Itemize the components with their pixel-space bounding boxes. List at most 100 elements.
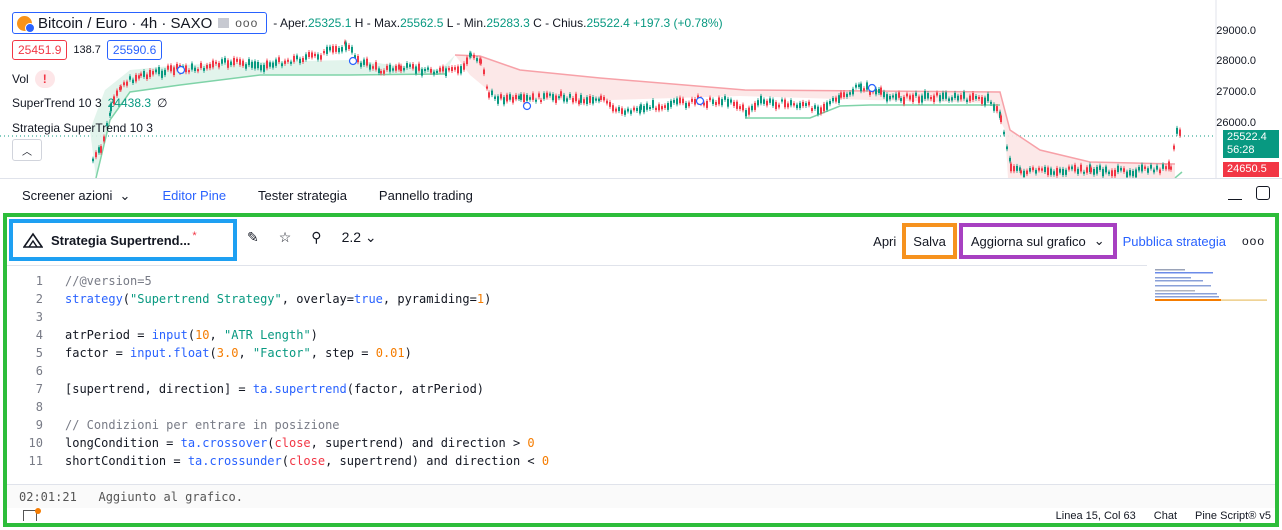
code-line[interactable]: 11 shortCondition = ta.crossunder(close, … [28,454,550,468]
candle-body [400,65,402,72]
candle-body [335,46,337,52]
buy-price-button[interactable]: 25590.6 [106,40,163,60]
candle-body [817,106,819,115]
candle-body [543,93,545,99]
candle-body [1071,166,1073,170]
candle-body [203,67,205,71]
cursor-position[interactable]: Linea 15, Col 63 [1055,510,1136,522]
candle-body [100,146,102,153]
code-line[interactable]: 10 longCondition = ta.crossover(close, su… [28,436,535,450]
candle-body [552,94,554,101]
publish-strategy-button[interactable]: Pubblica strategia [1122,233,1226,249]
candle-body [580,94,582,103]
candle-body [406,63,408,68]
code-line[interactable]: 6 [35,364,43,378]
candle-body [218,62,220,68]
version-selector[interactable]: 2.2 ⌄ [341,229,377,245]
maximize-icon[interactable] [1256,186,1270,200]
candlestick-chart-canvas[interactable] [0,0,1282,178]
supertrend-legend[interactable]: SuperTrend 10 3 24438.3 ∅ [12,96,167,110]
language-indicator[interactable]: Pine Script® v5 [1195,510,1271,522]
candle-body [1050,168,1052,175]
candle-body [110,103,112,112]
tab-trading-panel[interactable]: Pannello trading [378,188,473,203]
candle-body [889,95,891,100]
tab-strategy-tester[interactable]: Tester strategia [258,188,347,203]
candle-body [778,104,780,108]
candle-body [739,106,741,110]
candle-body [751,105,753,111]
candle-body [1090,167,1092,173]
candle-body [942,92,944,100]
candle-body [439,67,441,72]
candle-body [1105,166,1107,173]
code-line[interactable]: 8 [35,400,43,414]
candle-body [242,60,244,66]
chevron-down-icon[interactable]: ⌄ [1093,233,1105,248]
candle-body [509,94,511,100]
notification-dot-icon [35,508,41,514]
candle-body [363,59,365,65]
candle-body [688,102,690,107]
symbol-selector[interactable]: Bitcoin / Euro · 4h · SAXO ooo [12,12,268,34]
code-line[interactable]: 4 atrPeriod = input(10, "ATR Length") [35,328,318,342]
pencil-icon[interactable]: ✎ [247,229,259,245]
candle-body [636,107,638,112]
candle-body [395,65,397,71]
candle-body [445,68,447,77]
code-editor[interactable]: 1//@version=5 2 strategy("Supertrend Stra… [7,265,1147,485]
candle-body [1068,166,1070,170]
code-line[interactable]: 9// Condizioni per entrare in posizione [35,418,340,432]
strategy-legend[interactable]: Strategia SuperTrend 10 3 [12,121,153,135]
candle-body [930,97,932,100]
candle-body [430,68,432,73]
code-line[interactable]: 2 strategy("Supertrend Strategy", overlay… [35,292,492,306]
save-button[interactable]: Salva [902,223,957,259]
candle-body [372,66,374,69]
code-line[interactable]: 1//@version=5 [35,274,152,288]
last-price: 25522.4 [1227,131,1267,143]
collapse-legend-button[interactable]: ︿ [12,139,42,161]
candle-body [230,61,232,66]
supertrend-price-tag: 24650.5 [1223,162,1279,177]
tab-pine-editor[interactable]: Editor Pine [162,188,227,203]
open-button[interactable]: Apri [873,233,897,249]
volume-legend[interactable]: Vol ! [12,70,55,88]
candle-body [730,99,732,103]
candle-body [715,101,717,106]
candle-body [1147,168,1149,173]
candle-body [538,93,540,98]
code-line[interactable]: 5 factor = input.float(3.0, "Factor", ste… [35,346,412,360]
flag-icon[interactable] [218,18,230,28]
candle-body [945,92,947,99]
warning-icon[interactable]: ! [34,70,55,88]
chat-button[interactable]: Chat [1153,510,1178,522]
candle-body [658,104,660,111]
candle-body [1038,167,1040,171]
tab-screener[interactable]: Screener azioni ⌄ [22,187,131,203]
search-icon[interactable]: ⚲ [311,229,322,245]
update-on-chart-button[interactable]: Aggiorna sul grafico ⌄ [958,223,1117,259]
candle-body [727,98,729,107]
candle-body [1010,163,1012,172]
more-options-icon[interactable]: ooo [1241,234,1265,248]
candle-body [473,54,475,59]
code-minimap[interactable] [1155,269,1267,305]
candle-body [900,98,902,102]
candle-body [366,58,368,66]
console-toggle-icon[interactable] [23,510,37,521]
candle-body [275,59,277,66]
minimize-icon[interactable] [1228,186,1242,200]
price-chart[interactable]: Bitcoin / Euro · 4h · SAXO ooo - Aper.25… [0,0,1282,178]
code-line[interactable]: 7 [supertrend, direction] = ta.supertrend… [35,382,485,396]
candle-body [546,92,548,98]
star-icon[interactable]: ☆ [278,229,292,245]
script-name-tab[interactable]: Strategia Supertrend... * [9,219,237,261]
code-line[interactable]: 3 [35,310,43,324]
candle-body [939,95,941,102]
more-options-icon[interactable]: ooo [235,16,259,30]
candle-body [966,99,968,103]
sell-price-button[interactable]: 25451.9 [12,40,68,60]
candle-body [694,99,696,105]
